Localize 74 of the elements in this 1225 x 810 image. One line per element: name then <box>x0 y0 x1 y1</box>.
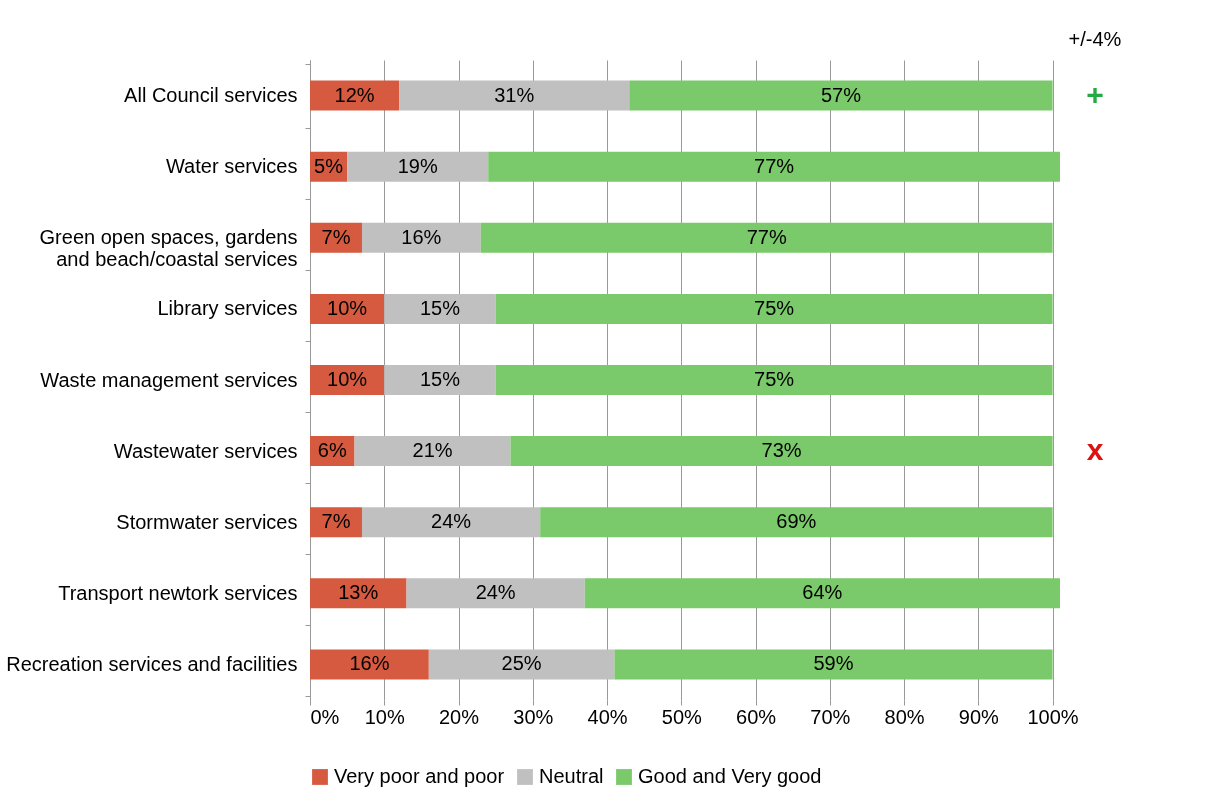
data-label: 24% <box>475 581 516 604</box>
bar <box>399 80 630 111</box>
x-tick-label: 90% <box>958 705 1000 728</box>
x-tick-label: 50% <box>661 705 703 728</box>
bar <box>495 293 1053 324</box>
bar <box>428 649 615 680</box>
text: x <box>1086 433 1104 467</box>
y-tick-label: Recreation services and facilities <box>6 652 298 675</box>
data-label: 57% <box>820 83 862 106</box>
y-tick-label: Green open spaces, gardens and beach/coastal services <box>39 226 298 271</box>
data-label: 19% <box>397 154 438 177</box>
bar <box>310 578 407 609</box>
data-label: 12% <box>334 83 375 106</box>
data-label: 25% <box>501 652 542 675</box>
bar <box>406 578 585 609</box>
bar <box>584 578 1060 609</box>
data-label: 16% <box>401 225 442 248</box>
data-label: 7% <box>321 225 351 248</box>
text: +/-4% <box>1068 28 1122 50</box>
y-tick-label: Library services <box>157 297 298 320</box>
bar <box>495 365 1053 395</box>
data-label: 21% <box>412 439 453 462</box>
bar <box>614 649 1053 680</box>
bar <box>510 436 1053 467</box>
data-label: 15% <box>419 368 461 390</box>
data-label: 7% <box>321 510 351 533</box>
bar <box>540 507 1053 538</box>
legend-label: Neutral <box>539 765 604 787</box>
x-tick-label: 20% <box>439 705 480 728</box>
x-tick-label: 0% <box>310 705 340 728</box>
bar <box>361 507 541 538</box>
data-label: 59% <box>813 652 854 675</box>
data-label: 31% <box>494 83 535 106</box>
x-tick-label: 100% <box>1027 705 1079 728</box>
data-label: 5% <box>314 154 344 177</box>
data-label: 77% <box>754 154 795 177</box>
bar <box>361 222 481 253</box>
data-label: 69% <box>776 510 817 533</box>
data-label: 13% <box>338 581 379 604</box>
x-tick-label: 10% <box>364 705 405 728</box>
y-tick-label: All Council services <box>124 84 298 107</box>
data-label: 10% <box>327 296 368 319</box>
x-tick-label: 60% <box>736 705 777 728</box>
bar <box>347 151 489 182</box>
bar <box>310 80 400 111</box>
data-label: 24% <box>431 510 472 533</box>
data-label: 73% <box>761 439 802 462</box>
data-label: 16% <box>349 652 390 675</box>
y-tick-label: Waste management services <box>40 368 298 391</box>
text: + <box>1086 77 1104 111</box>
bar <box>488 151 1060 182</box>
legend-label: Very poor and poor <box>334 765 505 787</box>
bar <box>384 365 496 395</box>
data-label: 10% <box>327 368 368 390</box>
data-label: 75% <box>754 296 795 319</box>
bar <box>480 222 1053 253</box>
x-tick-label: 30% <box>513 705 554 728</box>
y-tick-label: Wastewater services <box>113 439 298 462</box>
data-label: 15% <box>419 296 461 319</box>
bar <box>629 80 1053 111</box>
x-tick-label: 70% <box>810 705 851 728</box>
y-tick-label: Stormwater services <box>116 510 298 533</box>
x-tick-label: 40% <box>587 705 628 728</box>
y-tick-label: Water services <box>165 155 298 178</box>
y-tick-label: Transport newtork services <box>58 581 298 604</box>
bar <box>354 436 511 467</box>
x-tick-label: 80% <box>884 705 925 728</box>
bar <box>310 649 429 680</box>
bar <box>384 293 496 324</box>
data-label: 64% <box>802 581 843 604</box>
data-label: 75% <box>754 368 795 390</box>
data-label: 6% <box>317 439 347 462</box>
legend-label: Good and Very good <box>638 765 822 787</box>
data-label: 77% <box>746 225 787 248</box>
